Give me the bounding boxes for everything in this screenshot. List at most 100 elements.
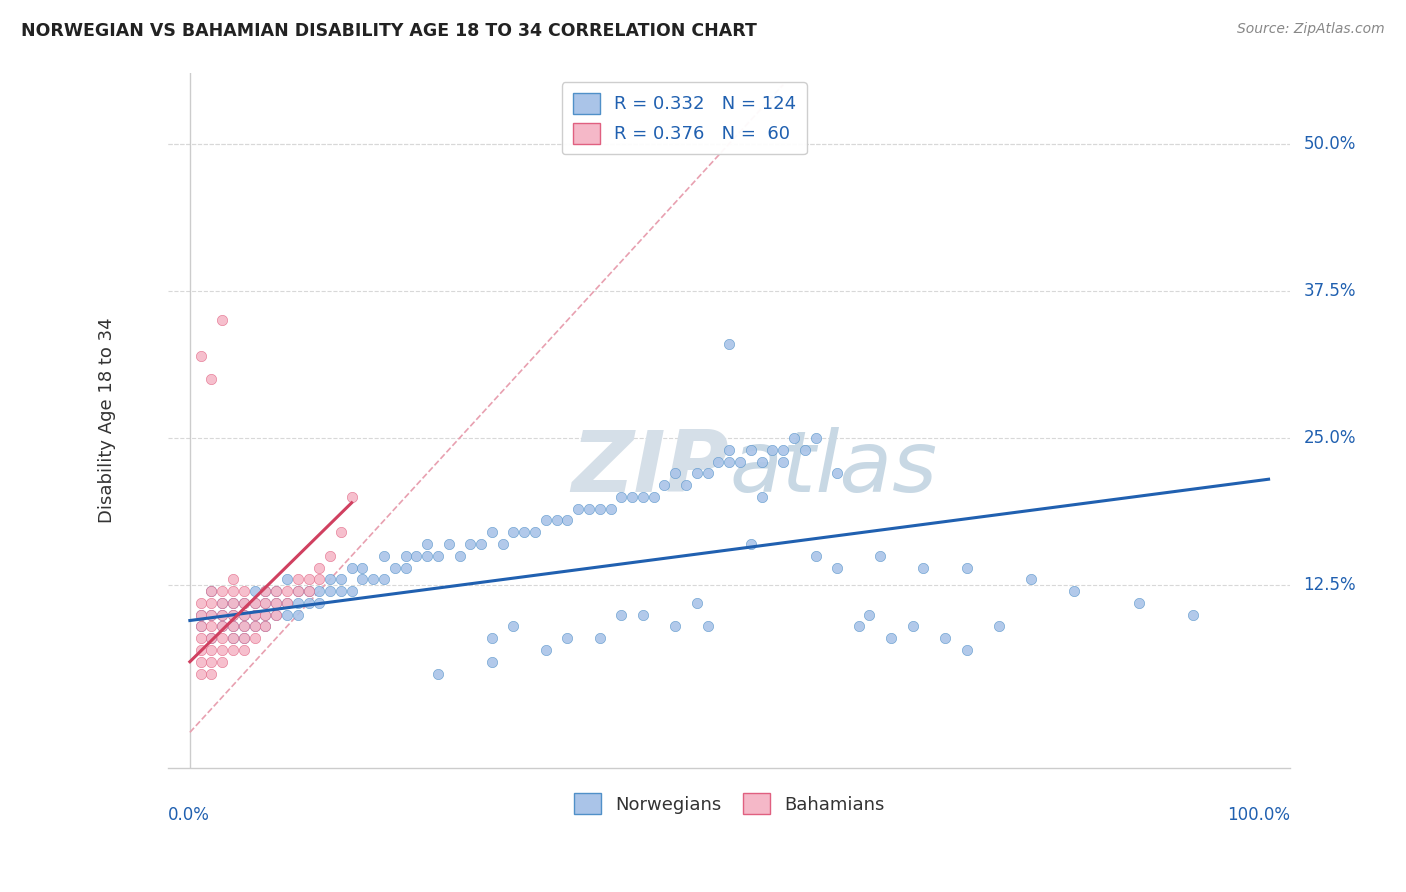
Point <box>200 372 222 386</box>
Point <box>190 666 212 681</box>
Point <box>449 549 471 563</box>
Point <box>481 525 503 540</box>
Point <box>740 537 762 551</box>
Point <box>340 584 363 599</box>
Point <box>557 513 579 527</box>
Point <box>264 584 287 599</box>
Point <box>340 560 363 574</box>
Point <box>319 584 342 599</box>
Point <box>696 619 718 633</box>
Point <box>264 596 287 610</box>
Point <box>308 572 330 586</box>
Point <box>243 619 266 633</box>
Point <box>190 607 212 622</box>
Point <box>254 619 277 633</box>
Point <box>901 619 924 633</box>
Point <box>222 596 245 610</box>
Point <box>308 560 330 574</box>
Point <box>987 619 1010 633</box>
Point <box>190 596 212 610</box>
Point <box>243 596 266 610</box>
Point <box>664 467 686 481</box>
Point <box>664 619 686 633</box>
Point <box>329 584 352 599</box>
Point <box>825 560 848 574</box>
Point <box>416 537 439 551</box>
Point <box>254 584 277 599</box>
Point <box>297 584 319 599</box>
Text: Disability Age 18 to 34: Disability Age 18 to 34 <box>97 318 115 523</box>
Point <box>232 596 254 610</box>
Point <box>287 572 309 586</box>
Point <box>222 643 245 657</box>
Point <box>222 572 245 586</box>
Point <box>567 501 589 516</box>
Point <box>297 584 319 599</box>
Point <box>200 619 222 633</box>
Point <box>254 596 277 610</box>
Point <box>470 537 492 551</box>
Point <box>264 607 287 622</box>
Point <box>211 619 233 633</box>
Point <box>481 631 503 645</box>
Point <box>718 336 741 351</box>
Text: atlas: atlas <box>730 427 938 510</box>
Point <box>394 549 416 563</box>
Point <box>200 631 222 645</box>
Point <box>211 584 233 599</box>
Point <box>222 584 245 599</box>
Point <box>610 490 633 504</box>
Text: Source: ZipAtlas.com: Source: ZipAtlas.com <box>1237 22 1385 37</box>
Point <box>222 619 245 633</box>
Point <box>869 549 891 563</box>
Point <box>297 572 319 586</box>
Point <box>243 607 266 622</box>
Point <box>394 560 416 574</box>
Point <box>222 631 245 645</box>
Point <box>200 596 222 610</box>
Point <box>190 643 212 657</box>
Point <box>804 431 827 445</box>
Point <box>190 619 212 633</box>
Point <box>825 467 848 481</box>
Point <box>524 525 547 540</box>
Point <box>502 525 524 540</box>
Point <box>783 431 806 445</box>
Point <box>232 607 254 622</box>
Point <box>416 549 439 563</box>
Text: 25.0%: 25.0% <box>1303 429 1357 447</box>
Legend: Norwegians, Bahamians: Norwegians, Bahamians <box>567 786 893 822</box>
Point <box>718 454 741 468</box>
Point <box>200 643 222 657</box>
Text: 12.5%: 12.5% <box>1303 576 1357 594</box>
Point <box>384 560 406 574</box>
Point <box>955 643 977 657</box>
Point <box>232 584 254 599</box>
Point <box>211 596 233 610</box>
Point <box>761 442 783 457</box>
Point <box>728 454 751 468</box>
Point <box>200 607 222 622</box>
Point <box>492 537 515 551</box>
Point <box>222 631 245 645</box>
Point <box>654 478 676 492</box>
Point <box>200 607 222 622</box>
Point <box>361 572 384 586</box>
Point <box>589 631 612 645</box>
Text: 37.5%: 37.5% <box>1303 282 1357 300</box>
Point <box>405 549 427 563</box>
Point <box>557 631 579 645</box>
Point <box>631 490 654 504</box>
Point <box>513 525 536 540</box>
Point <box>243 607 266 622</box>
Point <box>190 655 212 669</box>
Point <box>686 467 709 481</box>
Point <box>232 607 254 622</box>
Point <box>912 560 935 574</box>
Point <box>751 490 773 504</box>
Point <box>352 560 374 574</box>
Point <box>740 442 762 457</box>
Point <box>254 607 277 622</box>
Point <box>502 619 524 633</box>
Text: 100.0%: 100.0% <box>1227 805 1291 824</box>
